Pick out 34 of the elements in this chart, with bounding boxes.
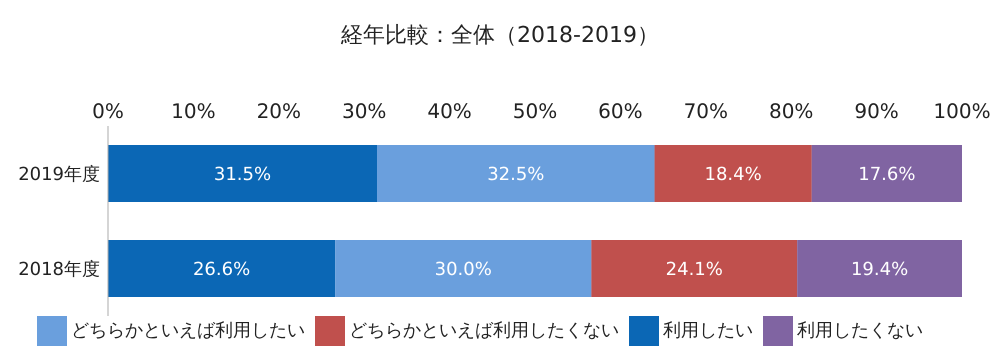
data-label: 19.4%	[850, 258, 908, 280]
x-tick-label: 80%	[768, 99, 814, 123]
x-tick-label: 60%	[598, 99, 643, 123]
bar	[377, 145, 655, 202]
y-tick-label: 2018年度	[18, 258, 100, 280]
data-label: 24.1%	[666, 258, 723, 280]
data-label: 32.5%	[487, 164, 544, 185]
bar	[335, 240, 592, 297]
legend-label: どちらかといえば利用したい	[71, 320, 305, 341]
bar	[654, 145, 812, 202]
legend-label: 利用したい	[663, 320, 753, 341]
bar	[812, 145, 962, 202]
bar	[108, 240, 336, 297]
x-tick-label: 40%	[427, 99, 472, 123]
data-label: 18.4%	[704, 164, 762, 185]
x-tick-label: 100%	[933, 99, 991, 123]
bar	[797, 240, 962, 297]
x-tick-label: 20%	[256, 99, 302, 123]
data-label: 17.6%	[858, 164, 916, 185]
legend-label: 利用したくない	[797, 320, 923, 341]
x-tick-label: 10%	[171, 99, 216, 123]
chart-title: 経年比較：全体（2018-2019）	[340, 22, 660, 50]
bar	[591, 240, 798, 297]
data-label: 31.5%	[214, 164, 272, 185]
x-tick-label: 30%	[342, 99, 386, 123]
x-tick-label: 70%	[684, 99, 728, 123]
x-tick-label: 90%	[854, 99, 899, 123]
x-tick-label: 50%	[512, 99, 558, 123]
bar	[108, 145, 378, 202]
data-label: 30.0%	[434, 258, 492, 280]
legend-label: どちらかといえば利用したくない	[349, 320, 619, 341]
y-tick-label: 2019年度	[18, 164, 100, 185]
x-tick-label: 0%	[92, 99, 124, 123]
data-label: 26.6%	[192, 258, 250, 280]
